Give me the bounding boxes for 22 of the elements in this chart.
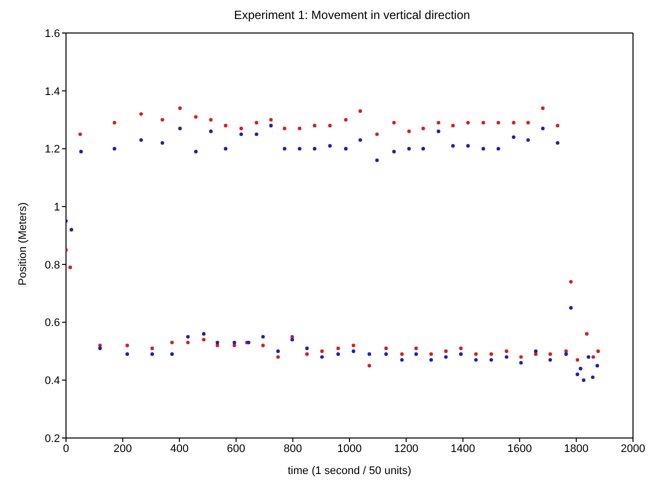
x-tick-label: 1800 <box>564 442 589 455</box>
y-tick-label: 0.4 <box>44 375 60 388</box>
x-axis-title: time (1 second / 50 units) <box>288 465 412 477</box>
y-tick-label: 0.8 <box>44 259 60 272</box>
x-tick-label: 1600 <box>507 442 532 455</box>
y-tick-label: 0.6 <box>44 317 60 330</box>
x-tick-label: 2000 <box>620 442 646 455</box>
chart-title: Experiment 1: Movement in vertical direction <box>232 8 472 24</box>
x-tick-label: 200 <box>114 442 132 455</box>
y-tick-label: 1.2 <box>44 144 60 156</box>
y-axis-title: Position (Meters) <box>16 202 29 286</box>
x-tick-label: 1400 <box>450 442 476 455</box>
x-tick-label: 600 <box>226 442 246 455</box>
y-tick-label: 0.2 <box>44 432 60 445</box>
x-tick-label: 1000 <box>337 442 362 455</box>
y-tick-label: 1.6 <box>44 28 60 40</box>
x-tick-label: 800 <box>284 442 302 455</box>
x-tick-label: 0 <box>62 442 70 455</box>
y-tick-label: 1 <box>54 201 60 214</box>
y-tick-label: 1.4 <box>44 86 60 98</box>
x-tick-label: 1200 <box>394 442 418 455</box>
x-tick-label: 400 <box>170 442 189 455</box>
